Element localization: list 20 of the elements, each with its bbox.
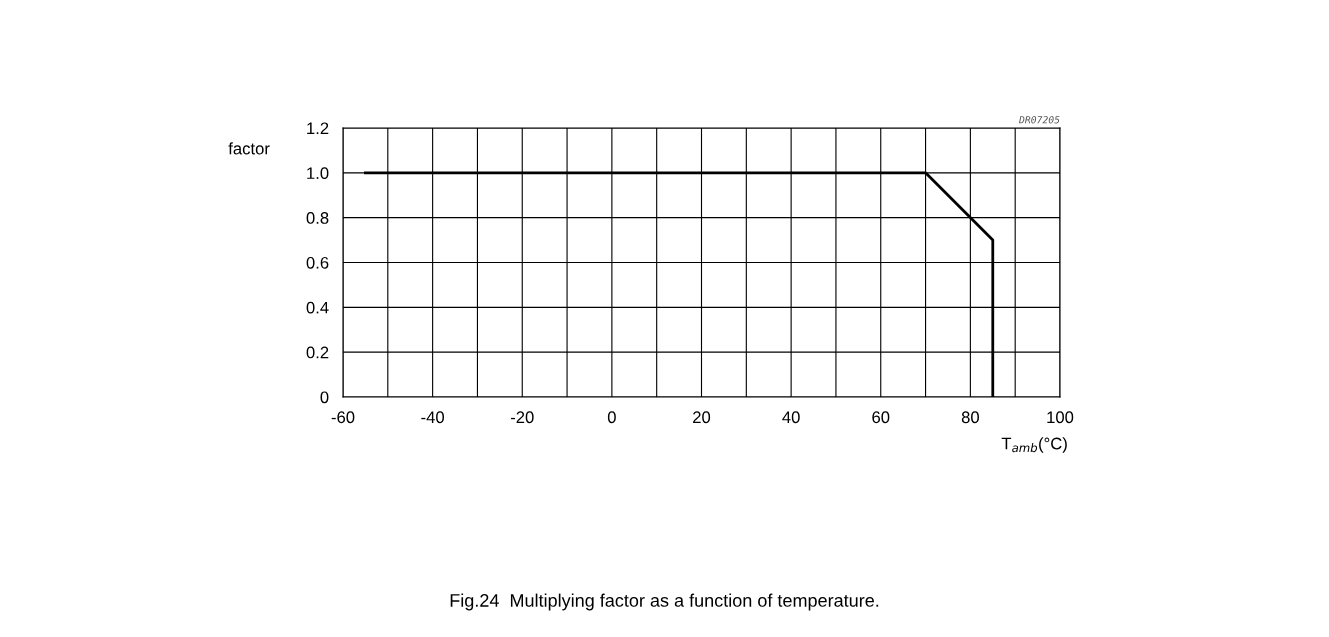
- x-tick-label: 100: [1047, 411, 1074, 424]
- y-tick-label: 0: [320, 391, 329, 404]
- x-tick-label: -20: [510, 411, 534, 424]
- y-tick-label: 0.8: [306, 212, 329, 224]
- text: Fig.24 Multiplying factor as a function of temperature.: [450, 593, 879, 611]
- x-tick-label: 80: [961, 411, 979, 424]
- x-tick-label: 60: [872, 411, 890, 424]
- text: DR07205: [1018, 116, 1060, 124]
- x-tick-label: -60: [331, 411, 355, 424]
- x-tick-label: 40: [782, 411, 800, 424]
- x-tick-label: -40: [421, 411, 445, 424]
- y-tick-label: 0.4: [306, 301, 329, 314]
- x-tick-label: 0: [607, 411, 616, 424]
- y-tick-label: 1.0: [307, 167, 329, 180]
- y-axis-title: factor: [228, 142, 270, 155]
- y-tick-label: 0.6: [306, 256, 329, 269]
- y-tick-label: 0.2: [306, 346, 329, 359]
- x-axis-title: T$_{amb}$(°C): [1001, 437, 1067, 453]
- x-tick-label: 20: [693, 411, 711, 424]
- y-tick-label: 1.2: [307, 122, 329, 135]
